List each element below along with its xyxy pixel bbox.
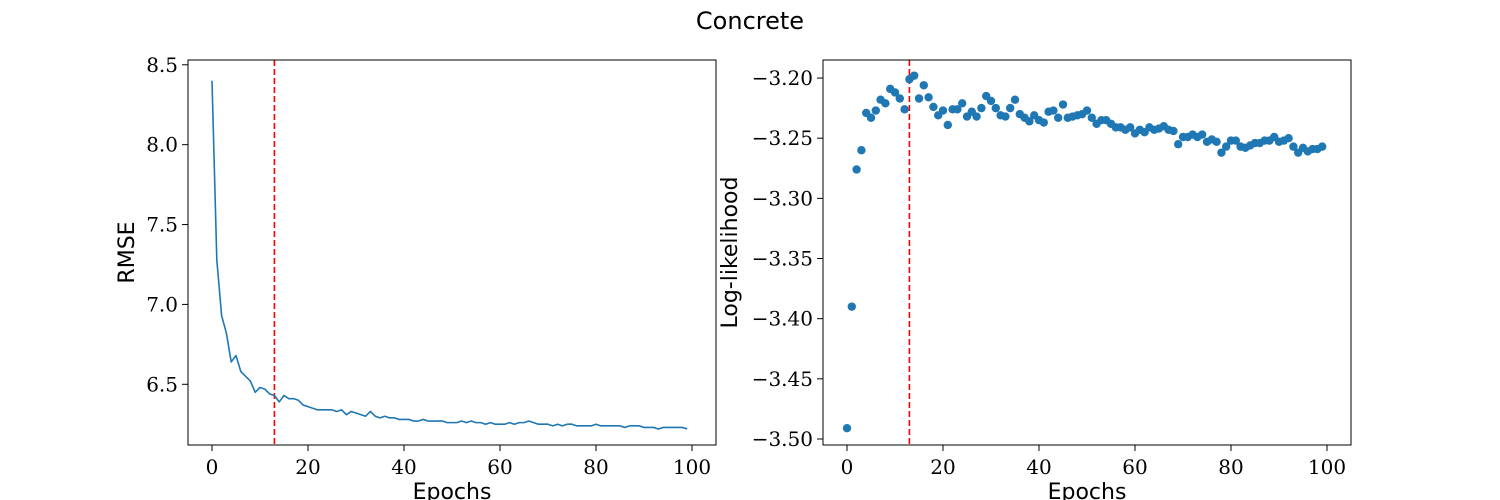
data-point — [1289, 142, 1298, 151]
y-tick-label: −3.50 — [752, 427, 813, 451]
data-point — [871, 106, 880, 115]
data-point — [924, 93, 933, 102]
data-point — [1217, 148, 1226, 157]
y-tick-label: −3.25 — [752, 126, 813, 150]
data-point — [1001, 112, 1010, 121]
data-point — [986, 96, 996, 106]
data-point — [991, 103, 1000, 113]
figure-title: Concrete — [696, 7, 804, 35]
data-point — [1025, 117, 1034, 126]
data-point — [1318, 142, 1327, 151]
y-tick-label: −3.35 — [752, 247, 813, 271]
data-point — [842, 423, 852, 433]
data-point — [938, 106, 948, 115]
x-axis-label: Epochs — [413, 480, 492, 500]
data-point — [1231, 136, 1241, 145]
y-tick-label: 6.5 — [146, 372, 178, 396]
data-point — [1126, 123, 1135, 132]
axes-frame — [187, 59, 717, 446]
x-tick-label: 100 — [673, 455, 711, 479]
data-point — [1087, 113, 1097, 122]
y-tick-label: −3.40 — [752, 307, 813, 331]
x-tick-label: 60 — [487, 455, 512, 479]
x-tick-label: 80 — [583, 455, 608, 479]
x-tick-label: 40 — [391, 455, 416, 479]
data-point — [1284, 134, 1293, 143]
y-axis-label: RMSE — [115, 221, 140, 283]
data-point — [852, 165, 861, 174]
x-tick-label: 20 — [295, 455, 320, 479]
y-tick-label: −3.20 — [752, 66, 813, 90]
data-point — [929, 102, 938, 112]
data-point — [1006, 103, 1015, 113]
data-point — [890, 88, 900, 97]
x-tick-label: 40 — [1026, 455, 1051, 479]
loglik-chart: 0 20 40 60 80 100 −3.20 −3.25 −3.30 −3.35 −3.40 −3.… — [718, 59, 1352, 500]
y-tick-label: 7.5 — [146, 213, 178, 237]
data-point — [1169, 126, 1178, 136]
y-tick-label: −3.30 — [752, 186, 813, 210]
y-tick-label: −3.45 — [752, 367, 813, 391]
data-point — [1058, 100, 1068, 109]
data-point — [977, 103, 986, 113]
data-point — [900, 105, 909, 114]
data-point — [847, 302, 856, 311]
data-point — [914, 94, 924, 103]
data-point — [1222, 142, 1231, 151]
x-tick-label: 100 — [1308, 455, 1346, 479]
x-tick-label: 60 — [1122, 455, 1147, 479]
rmse-chart: 0 20 40 60 80 100 6.5 7.0 7.5 8.0 8.5 Epochs RMSE — [115, 53, 717, 500]
data-point — [1039, 118, 1049, 127]
rmse-series-line — [211, 80, 688, 430]
y-tick-label: 8.0 — [146, 133, 178, 157]
y-tick-label: 8.5 — [146, 53, 178, 77]
y-axis-label: Log-likelihood — [718, 176, 743, 328]
x-tick-label: 0 — [841, 455, 854, 479]
data-point — [1198, 130, 1207, 139]
data-point — [1010, 95, 1020, 104]
data-point — [1054, 113, 1063, 122]
data-point — [943, 120, 952, 130]
data-point — [910, 71, 919, 80]
data-point — [953, 105, 962, 114]
data-point — [895, 94, 904, 103]
x-axis-label: Epochs — [1048, 480, 1127, 500]
data-point — [958, 99, 967, 108]
data-point — [1212, 137, 1221, 147]
data-point — [919, 81, 928, 90]
axes-frame — [822, 59, 1352, 446]
data-point — [866, 113, 876, 122]
x-tick-label: 20 — [930, 455, 955, 479]
data-point — [1082, 106, 1092, 115]
x-tick-label: 80 — [1218, 455, 1243, 479]
data-point — [1174, 140, 1183, 149]
data-point — [972, 112, 981, 121]
data-point — [881, 99, 890, 108]
data-point — [857, 146, 866, 155]
y-tick-label: 7.0 — [146, 292, 178, 316]
x-tick-label: 0 — [206, 455, 219, 479]
data-point — [1049, 106, 1058, 115]
